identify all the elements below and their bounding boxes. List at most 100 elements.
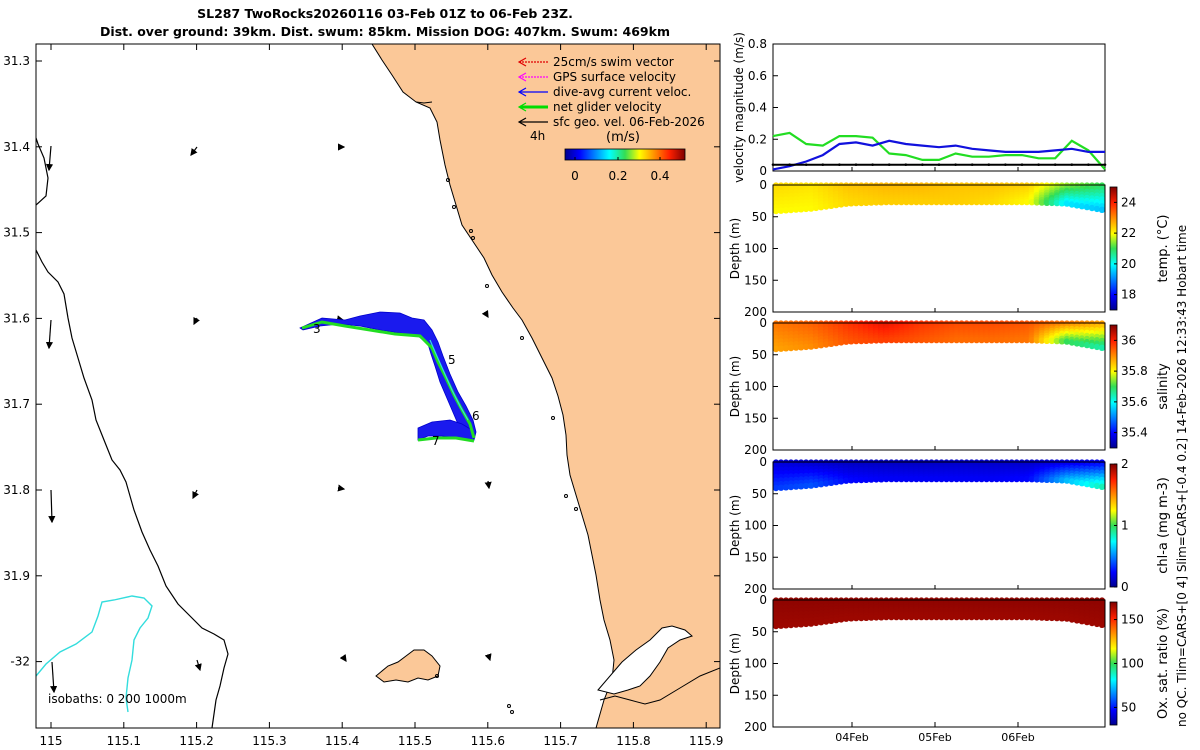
profile-sample [1008, 475, 1015, 483]
profile-sample [978, 613, 985, 621]
profile-sample [807, 482, 815, 489]
profile-sample [1043, 476, 1051, 483]
velocity-series-point [821, 163, 825, 166]
profile-sample [873, 476, 880, 483]
profile-sample [968, 198, 975, 206]
profile-sample [898, 475, 905, 483]
profile-sample [777, 345, 785, 352]
velocity-series-point [838, 163, 841, 166]
profile-sample [968, 336, 975, 344]
profile-sample [868, 614, 875, 621]
profile-sample [918, 336, 925, 344]
profile-sample [993, 613, 1000, 621]
profile-sample [888, 475, 895, 483]
lat-tick-label: 31.5 [3, 226, 30, 240]
profile-sample [963, 475, 970, 483]
coastline-land [371, 44, 720, 728]
velocity-ylabel: velocity magnitude (m/s) [732, 32, 746, 183]
lon-tick-label: 115.4 [325, 734, 359, 748]
profile-sample [1048, 337, 1056, 345]
profile-sample [1063, 615, 1071, 622]
map-lon-axis: 115 115.1 115.2 115.3 115.4 115.5 115.6 115.7 11… [40, 44, 723, 748]
profile-sample [817, 342, 825, 349]
profile-sample [1078, 618, 1086, 625]
profile-sample [923, 198, 930, 206]
profile-sample [777, 207, 785, 214]
profile-sample [1033, 476, 1041, 483]
profile-sample [873, 199, 880, 206]
profile-sample [828, 479, 835, 486]
profile-sample [908, 198, 915, 206]
depth-tick-label: 100 [744, 380, 767, 394]
profile-sample [933, 198, 940, 206]
profile-sample [1028, 476, 1036, 483]
profile-sample [848, 615, 855, 622]
glider-track-outline [429, 339, 469, 421]
profile-sample [1073, 202, 1081, 209]
profile-sample [1013, 336, 1020, 344]
reef-rocks [415, 101, 578, 714]
depth-ylabel: Depth (m) [728, 633, 742, 694]
profile-sample [1053, 476, 1061, 484]
lon-tick-label: 115.2 [179, 734, 213, 748]
profile-sample [898, 198, 905, 206]
velocity-series-point [987, 163, 991, 166]
lat-tick-label: 31.7 [3, 397, 30, 411]
velocity-series-point [1053, 163, 1057, 166]
profile-sample [1013, 475, 1020, 483]
colorbar-tick-label: 0 [1121, 580, 1129, 594]
time-tick-label: 05Feb [918, 731, 951, 744]
profile-sample [948, 475, 955, 483]
profile-sample [782, 345, 790, 352]
profile-sample [787, 621, 795, 629]
velocity-series-point [871, 163, 874, 166]
profile-sample [943, 336, 950, 344]
profile-sample [943, 613, 950, 621]
profile-sample [807, 205, 815, 212]
profile-sample [812, 619, 820, 627]
profile-sample [772, 207, 780, 215]
profile-sample [888, 198, 895, 206]
profile-sample [843, 477, 850, 484]
profile-sample [968, 475, 975, 483]
time-tick-label: 04Feb [835, 731, 868, 744]
velocity-ytick-label: 0.8 [748, 37, 767, 51]
lon-tick-label: 115.6 [471, 734, 505, 748]
profile-sample [838, 339, 845, 346]
figure-title-line-1: SL287 TwoRocks20260116 03-Feb 01Z to 06-… [197, 6, 573, 21]
profile-sample [802, 205, 810, 213]
profile-sample [1043, 614, 1051, 621]
profile-sample [1003, 613, 1010, 621]
profile-sample [1058, 477, 1066, 484]
profile-sample [963, 613, 970, 621]
profile-sample [853, 337, 860, 345]
depth-tick-label: 150 [744, 688, 767, 702]
profile-sample [782, 207, 790, 214]
profile-sample [1093, 343, 1101, 351]
profile-sample [908, 475, 915, 483]
profile-sample [933, 475, 940, 483]
depth-tick-label: 200 [744, 305, 767, 319]
colorbar-label: temp. (°C) [1156, 215, 1171, 283]
profile-sample [913, 198, 920, 206]
profile-sample [943, 475, 950, 483]
sfc-geo-velocity-arrows [45, 143, 492, 694]
figure-title-line-2: Dist. over ground: 39km. Dist. swum: 85k… [100, 24, 670, 39]
profile-sample [973, 475, 980, 483]
profile-sample [848, 477, 855, 484]
colorbar-tick-label: 150 [1121, 613, 1144, 627]
profile-sample [1063, 338, 1071, 345]
profile-sample [802, 482, 810, 490]
lon-tick-label: 115 [40, 734, 63, 748]
colorbar-tick-label: 1 [1121, 519, 1129, 533]
depth-ylabel: Depth (m) [728, 356, 742, 417]
profile-sample [928, 613, 935, 621]
profile-sample [958, 475, 965, 483]
profile-sample [998, 336, 1005, 344]
profile-sample [838, 478, 845, 485]
velocity-series-point [887, 163, 891, 166]
profile-sample [903, 198, 910, 206]
depth-tick-label: 200 [744, 720, 767, 734]
profile-sample [1058, 200, 1066, 207]
